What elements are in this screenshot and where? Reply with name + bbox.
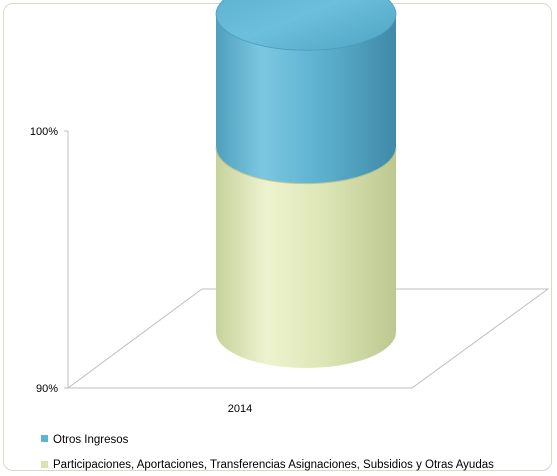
bar-top-cap-otros-ingresos-2014	[215, 0, 397, 51]
bar-segment-seam	[215, 147, 397, 185]
bar-segment-otros-ingresos-2014	[216, 14, 396, 184]
y-tick-label-100: 100%	[30, 126, 58, 138]
legend-swatch-otros-ingresos	[41, 435, 48, 442]
legend-item-participaciones: Participaciones, Aportaciones, Transfere…	[41, 459, 494, 471]
bar-segment-participaciones-2014	[216, 147, 396, 368]
chart-floor	[66, 288, 550, 389]
legend-item-otros-ingresos: Otros Ingresos	[41, 434, 129, 446]
legend-label-participaciones: Participaciones, Aportaciones, Transfere…	[53, 459, 494, 471]
legend-label-otros-ingresos: Otros Ingresos	[53, 434, 129, 446]
legend-swatch-participaciones	[41, 461, 48, 468]
legend: Otros Ingresos Participaciones, Aportaci…	[41, 434, 494, 471]
x-tick-label-2014: 2014	[228, 403, 252, 415]
axes	[64, 130, 550, 389]
y-tick-label-90: 90%	[36, 383, 58, 395]
stacked-cylinder	[215, 0, 397, 368]
